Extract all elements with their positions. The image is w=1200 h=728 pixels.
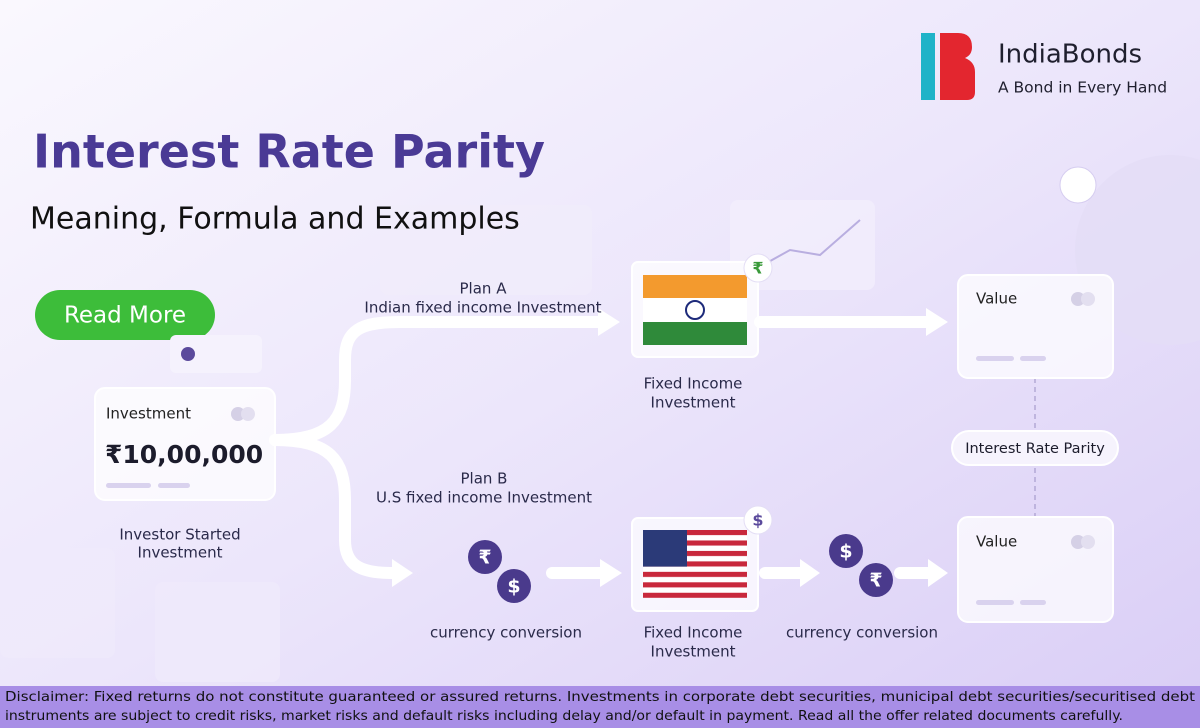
coin-symbol: $ bbox=[507, 576, 520, 598]
investment-amount: ₹10,00,000 bbox=[105, 440, 263, 469]
coin bbox=[829, 534, 863, 568]
toggle bbox=[1081, 292, 1095, 306]
coin bbox=[468, 540, 502, 574]
chart-decoration bbox=[155, 582, 280, 682]
badge bbox=[743, 253, 773, 283]
read-more-button[interactable]: Read More bbox=[35, 290, 215, 340]
disclaimer: instruments are subject to credit risks,… bbox=[5, 709, 1123, 724]
arrow-head bbox=[800, 559, 820, 587]
plan-subtitle: Indian fixed income Investment bbox=[364, 299, 601, 317]
coin bbox=[497, 569, 531, 603]
logo-b bbox=[940, 33, 975, 100]
parity-pill bbox=[951, 430, 1119, 466]
plan-subtitle: U.S fixed income Investment bbox=[376, 489, 592, 507]
arrow-head bbox=[928, 559, 948, 587]
investment-card bbox=[94, 387, 276, 501]
button-background[interactable] bbox=[35, 290, 215, 340]
toggle bbox=[1071, 292, 1085, 306]
brand-tagline: A Bond in Every Hand bbox=[998, 79, 1167, 97]
arrow-head bbox=[600, 559, 622, 587]
caption: Investment bbox=[651, 394, 736, 412]
globe-icon bbox=[1059, 166, 1097, 204]
coin bbox=[859, 563, 893, 597]
button-label[interactable]: Read More bbox=[64, 303, 186, 329]
disclaimer: Disclaimer: Fixed returns do not constit… bbox=[5, 690, 1195, 705]
arrow-head bbox=[392, 559, 413, 587]
placeholder-bar bbox=[158, 483, 190, 488]
brand-name: IndiaBonds bbox=[998, 40, 1142, 70]
placeholder-bar bbox=[976, 356, 1014, 361]
investment-label: Investment bbox=[106, 405, 191, 423]
parity-label: Interest Rate Parity bbox=[965, 441, 1105, 457]
toggle bbox=[231, 407, 245, 421]
caption: Investment bbox=[651, 643, 736, 661]
placeholder-bar bbox=[976, 600, 1014, 605]
subtitle: Meaning, Formula and Examples bbox=[30, 202, 520, 237]
caption: currency conversion bbox=[786, 624, 938, 642]
caption: Fixed Income bbox=[644, 375, 743, 393]
caption: currency conversion bbox=[430, 624, 582, 642]
user-icon bbox=[181, 347, 195, 361]
title: Interest Rate Parity bbox=[33, 125, 545, 179]
plan-title: Plan B bbox=[461, 470, 508, 488]
toggle bbox=[1081, 535, 1095, 549]
disclaimer-bar bbox=[0, 686, 1200, 728]
badge-symbol: ₹ bbox=[752, 259, 763, 278]
coin-symbol: $ bbox=[839, 541, 852, 563]
logo-bar bbox=[921, 33, 935, 100]
caption: Investment bbox=[138, 544, 223, 562]
coin-symbol: ₹ bbox=[478, 547, 491, 569]
chart-decoration bbox=[380, 205, 592, 295]
toggle bbox=[241, 407, 255, 421]
caption: Fixed Income bbox=[644, 624, 743, 642]
placeholder-bar bbox=[1020, 356, 1046, 361]
arrow bbox=[269, 316, 606, 446]
arrow-head bbox=[926, 308, 948, 336]
user-chip bbox=[170, 335, 262, 373]
arrow bbox=[269, 434, 398, 579]
coin-symbol: ₹ bbox=[869, 570, 882, 592]
flag-canton bbox=[643, 530, 687, 567]
flag-chakra bbox=[685, 300, 705, 320]
flag-green bbox=[643, 322, 747, 345]
value-label: Value bbox=[976, 290, 1017, 308]
placeholder-bar bbox=[1020, 600, 1046, 605]
toggle bbox=[1071, 535, 1085, 549]
arrow-head bbox=[598, 308, 620, 336]
value-label: Value bbox=[976, 533, 1017, 551]
badge bbox=[743, 505, 773, 535]
placeholder-bar bbox=[106, 483, 151, 488]
badge-symbol: $ bbox=[752, 511, 763, 530]
plan-title: Plan A bbox=[460, 280, 508, 298]
chart-decoration bbox=[0, 548, 115, 658]
caption: Investor Started bbox=[119, 526, 240, 544]
flag-saffron bbox=[643, 275, 747, 298]
